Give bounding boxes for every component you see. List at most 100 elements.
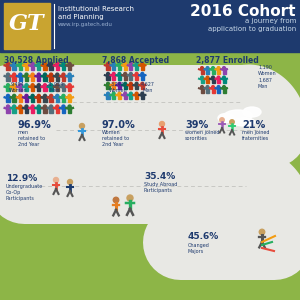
Bar [6, 96, 10, 102]
Ellipse shape [50, 94, 53, 98]
Ellipse shape [19, 105, 22, 108]
Bar [37, 75, 41, 81]
Bar [37, 64, 41, 70]
Bar [31, 75, 34, 81]
Ellipse shape [243, 107, 261, 117]
Bar [56, 75, 59, 81]
Ellipse shape [118, 63, 121, 65]
Ellipse shape [135, 92, 138, 95]
Text: 2,877 Enrolled: 2,877 Enrolled [196, 56, 259, 65]
Bar [106, 94, 110, 99]
Bar [200, 77, 203, 83]
Ellipse shape [106, 63, 110, 65]
Ellipse shape [25, 105, 28, 108]
Bar [56, 64, 59, 70]
Ellipse shape [224, 110, 252, 122]
Text: Women
retained to
2nd Year: Women retained to 2nd Year [102, 130, 129, 147]
Bar [118, 64, 121, 70]
Ellipse shape [50, 62, 53, 65]
Bar [118, 74, 121, 80]
Text: men
retained to
2nd Year: men retained to 2nd Year [18, 130, 45, 147]
Ellipse shape [68, 105, 71, 108]
Bar [206, 87, 209, 92]
Bar [129, 74, 132, 80]
Ellipse shape [7, 105, 10, 108]
Ellipse shape [37, 105, 40, 108]
Ellipse shape [118, 72, 121, 75]
Ellipse shape [62, 105, 65, 108]
Bar [129, 64, 132, 70]
Ellipse shape [50, 84, 53, 87]
Text: 4,627
Men: 4,627 Men [141, 82, 155, 93]
Ellipse shape [206, 85, 209, 88]
Bar [217, 68, 220, 74]
Ellipse shape [127, 195, 133, 201]
Text: 21%: 21% [242, 120, 265, 130]
Ellipse shape [56, 105, 59, 108]
Ellipse shape [68, 179, 73, 184]
Bar [223, 77, 226, 83]
Bar [118, 84, 121, 89]
Bar [68, 96, 71, 102]
Text: 21,034
Men: 21,034 Men [46, 82, 64, 93]
Text: 7,868 Accepted: 7,868 Accepted [102, 56, 169, 65]
Ellipse shape [130, 72, 132, 75]
Text: women joined
sororities: women joined sororities [185, 130, 220, 141]
Ellipse shape [112, 92, 115, 95]
Bar [31, 64, 34, 70]
Ellipse shape [13, 105, 16, 108]
Ellipse shape [124, 63, 127, 65]
Ellipse shape [106, 92, 110, 95]
Ellipse shape [206, 67, 209, 69]
Ellipse shape [160, 122, 164, 127]
Bar [106, 64, 110, 70]
Ellipse shape [141, 72, 144, 75]
Bar [43, 85, 46, 92]
Text: Study Abroad
Participants: Study Abroad Participants [144, 182, 177, 193]
Bar [50, 106, 53, 113]
Ellipse shape [13, 94, 16, 98]
Bar [112, 94, 115, 99]
Ellipse shape [19, 84, 22, 87]
Bar [62, 64, 65, 70]
Bar [31, 85, 34, 92]
Bar [50, 64, 53, 70]
Bar [212, 87, 214, 92]
Ellipse shape [80, 124, 85, 128]
Bar [25, 96, 28, 102]
Text: men joined
fraternities: men joined fraternities [242, 130, 269, 141]
Bar [212, 77, 214, 83]
Ellipse shape [212, 67, 214, 69]
Bar [112, 64, 115, 70]
Ellipse shape [130, 63, 132, 65]
Bar [25, 85, 28, 92]
Ellipse shape [112, 82, 115, 85]
Bar [19, 64, 22, 70]
Ellipse shape [259, 229, 265, 235]
Text: 12.9%: 12.9% [6, 174, 37, 183]
Ellipse shape [68, 94, 71, 98]
Bar [13, 85, 16, 92]
Bar [124, 64, 127, 70]
Bar [223, 87, 226, 92]
Bar [25, 75, 28, 81]
Bar [19, 75, 22, 81]
Ellipse shape [13, 73, 16, 76]
Text: 2016 Cohort: 2016 Cohort [190, 4, 296, 19]
Ellipse shape [112, 63, 115, 65]
Ellipse shape [56, 62, 59, 65]
Bar [50, 75, 53, 81]
Bar [124, 94, 127, 99]
Bar [19, 106, 22, 113]
Text: Changed
Majors: Changed Majors [188, 243, 210, 254]
Ellipse shape [44, 62, 46, 65]
Ellipse shape [135, 72, 138, 75]
Ellipse shape [112, 72, 115, 75]
Ellipse shape [7, 73, 10, 76]
Ellipse shape [130, 82, 132, 85]
Ellipse shape [217, 85, 220, 88]
Ellipse shape [233, 118, 255, 126]
Ellipse shape [217, 67, 220, 69]
Ellipse shape [223, 76, 225, 79]
Bar [13, 75, 16, 81]
